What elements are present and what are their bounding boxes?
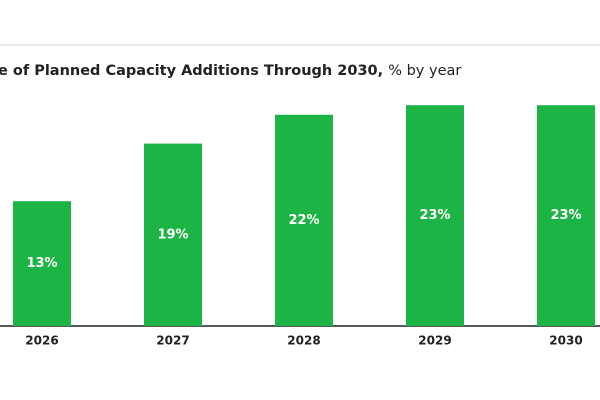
bar [406,105,464,326]
x-tick-label: 2026 [25,334,58,348]
value-label: 23% [550,208,581,223]
value-label: 19% [157,227,188,242]
bar [144,143,202,326]
subtitle-text: % by year [388,63,461,79]
value-label: 23% [419,208,450,223]
title-text: e of Planned Capacity Additions Through … [0,63,383,79]
bar [275,114,333,326]
bar [13,201,71,326]
value-label: 13% [26,256,57,271]
chart-title: e of Planned Capacity Additions Through … [0,63,461,79]
x-tick-label: 2029 [418,334,451,348]
x-tick-label: 2030 [549,334,582,348]
x-tick-label: 2028 [287,334,320,348]
x-tick-label: 2027 [156,334,189,348]
bar [537,105,595,326]
value-label: 22% [288,213,319,228]
